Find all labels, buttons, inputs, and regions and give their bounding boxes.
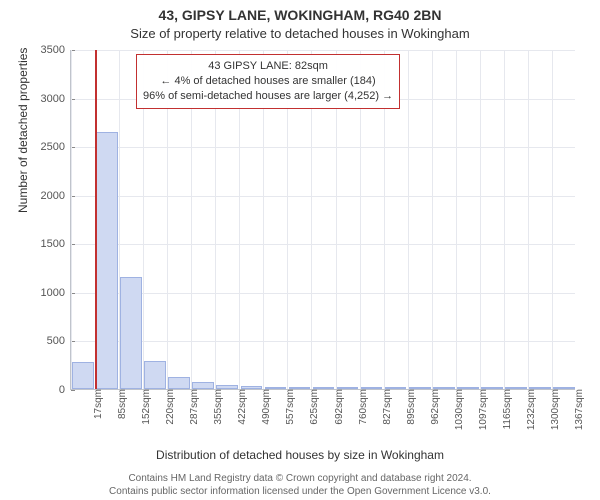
x-tick-label: 1367sqm bbox=[568, 389, 585, 430]
gridline-h bbox=[71, 50, 575, 51]
y-tick-label: 0 bbox=[59, 384, 71, 396]
x-tick-label: 85sqm bbox=[111, 389, 128, 419]
gridline-v bbox=[552, 50, 553, 389]
gridline-v bbox=[432, 50, 433, 389]
gridline-v bbox=[528, 50, 529, 389]
x-tick-label: 422sqm bbox=[231, 389, 248, 425]
annotation-box: 43 GIPSY LANE: 82sqm← 4% of detached hou… bbox=[136, 54, 400, 109]
x-tick-label: 287sqm bbox=[183, 389, 200, 425]
x-tick-label: 152sqm bbox=[135, 389, 152, 425]
gridline-h bbox=[71, 147, 575, 148]
annotation-line: ← 4% of detached houses are smaller (184… bbox=[143, 74, 393, 89]
x-tick-label: 557sqm bbox=[279, 389, 296, 425]
x-axis-label: Distribution of detached houses by size … bbox=[0, 448, 600, 462]
x-tick-label: 17sqm bbox=[87, 389, 104, 419]
gridline-h bbox=[71, 196, 575, 197]
chart-area: 050010001500200025003000350017sqm85sqm15… bbox=[70, 50, 575, 390]
x-tick-label: 760sqm bbox=[352, 389, 369, 425]
x-tick-label: 490sqm bbox=[255, 389, 272, 425]
y-axis-label: Number of detached properties bbox=[16, 48, 30, 213]
plot-box: 050010001500200025003000350017sqm85sqm15… bbox=[70, 50, 575, 390]
x-tick-label: 962sqm bbox=[424, 389, 441, 425]
gridline-h bbox=[71, 341, 575, 342]
y-tick-label: 1000 bbox=[41, 287, 71, 299]
page-title: 43, GIPSY LANE, WOKINGHAM, RG40 2BN bbox=[0, 0, 600, 24]
footer-line-1: Contains HM Land Registry data © Crown c… bbox=[0, 473, 600, 486]
footer-line-2: Contains public sector information licen… bbox=[0, 486, 600, 499]
gridline-v bbox=[71, 50, 72, 389]
annotation-line: 96% of semi-detached houses are larger (… bbox=[143, 89, 393, 104]
y-tick-label: 500 bbox=[47, 335, 71, 347]
histogram-bar bbox=[168, 377, 190, 389]
histogram-bar bbox=[144, 361, 166, 389]
y-tick-label: 1500 bbox=[41, 238, 71, 250]
x-tick-label: 355sqm bbox=[207, 389, 224, 425]
gridline-h bbox=[71, 293, 575, 294]
histogram-bar bbox=[72, 362, 94, 389]
x-tick-label: 1165sqm bbox=[496, 389, 513, 429]
x-tick-label: 1300sqm bbox=[544, 389, 561, 430]
gridline-v bbox=[456, 50, 457, 389]
y-tick-label: 3500 bbox=[41, 44, 71, 56]
y-tick-label: 3000 bbox=[41, 93, 71, 105]
gridline-v bbox=[480, 50, 481, 389]
gridline-h bbox=[71, 244, 575, 245]
histogram-bar bbox=[120, 277, 142, 389]
x-tick-label: 895sqm bbox=[400, 389, 417, 425]
histogram-bar bbox=[96, 132, 118, 389]
gridline-v bbox=[408, 50, 409, 389]
histogram-bar bbox=[192, 382, 214, 389]
x-tick-label: 1030sqm bbox=[448, 389, 465, 430]
footer-attribution: Contains HM Land Registry data © Crown c… bbox=[0, 473, 600, 498]
x-tick-label: 827sqm bbox=[376, 389, 393, 425]
y-tick-label: 2500 bbox=[41, 141, 71, 153]
y-tick-label: 2000 bbox=[41, 190, 71, 202]
page-subtitle: Size of property relative to detached ho… bbox=[0, 24, 600, 41]
x-tick-label: 625sqm bbox=[303, 389, 320, 425]
x-tick-label: 1232sqm bbox=[520, 389, 537, 430]
gridline-v bbox=[504, 50, 505, 389]
x-tick-label: 692sqm bbox=[328, 389, 345, 425]
property-marker-line bbox=[95, 50, 97, 389]
x-tick-label: 1097sqm bbox=[472, 389, 489, 430]
annotation-line: 43 GIPSY LANE: 82sqm bbox=[143, 59, 393, 74]
x-tick-label: 220sqm bbox=[159, 389, 176, 425]
